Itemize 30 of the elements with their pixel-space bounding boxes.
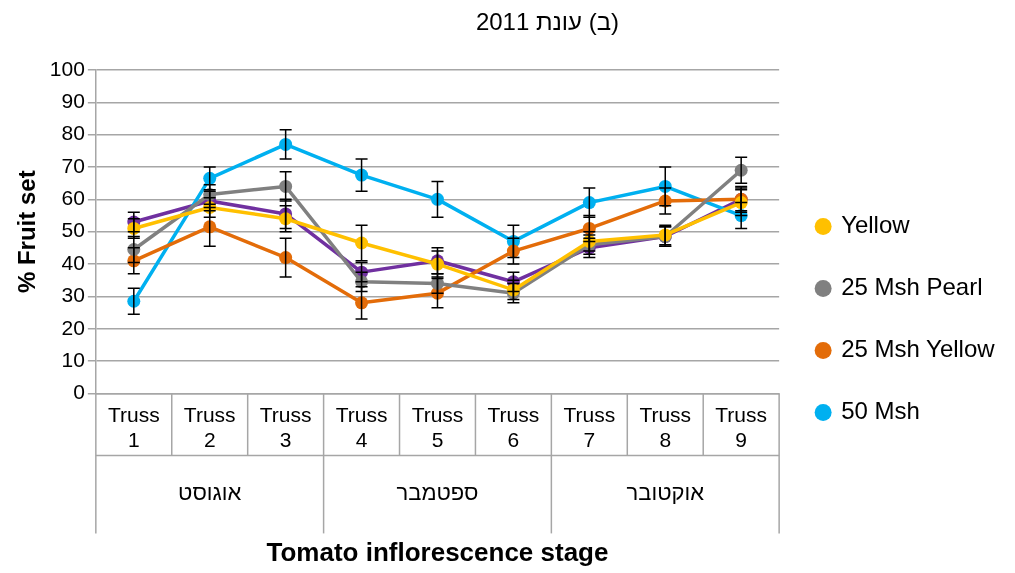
text: ספטמבר <box>396 480 479 506</box>
x-tick-label: Truss 8 <box>639 402 692 451</box>
legend-label: 25 Msh Yellow <box>841 335 996 363</box>
x-tick-label: Truss 5 <box>411 402 464 451</box>
text: אוגוסט <box>178 480 242 506</box>
y-tick-label: 100 <box>49 56 85 80</box>
y-tick-label: 50 <box>61 218 85 242</box>
x-tick-label: Truss 2 <box>183 402 236 451</box>
y-tick-label: 20 <box>61 315 85 339</box>
x-tick-label: Truss 9 <box>715 402 768 451</box>
x-tick-label: Truss 3 <box>259 402 312 451</box>
y-tick-label: 40 <box>61 250 85 274</box>
x-tick-label: Truss 6 <box>487 402 540 451</box>
x-tick-label: Truss 7 <box>563 402 616 451</box>
y-tick-label: 70 <box>61 153 85 177</box>
y-tick-label: 10 <box>61 347 85 371</box>
x-axis-title: Tomato inflorescence stage <box>266 536 609 567</box>
y-axis-title: % Fruit set <box>13 170 41 294</box>
text: אוקטובר <box>626 480 705 506</box>
legend-label: 50 Msh <box>841 397 920 425</box>
y-tick-label: 80 <box>61 121 85 145</box>
x-tick-label: Truss 1 <box>107 402 160 451</box>
x-tick-label: Truss 4 <box>335 402 388 451</box>
legend-label: 25 Msh Pearl <box>841 273 983 301</box>
y-tick-label: 30 <box>61 283 85 307</box>
y-tick-label: 0 <box>73 380 85 404</box>
y-tick-label: 60 <box>61 186 85 210</box>
y-tick-label: 90 <box>61 89 85 113</box>
legend-label: Yellow <box>841 211 911 239</box>
chart-title: (ב) עונת 2011 <box>474 8 620 35</box>
